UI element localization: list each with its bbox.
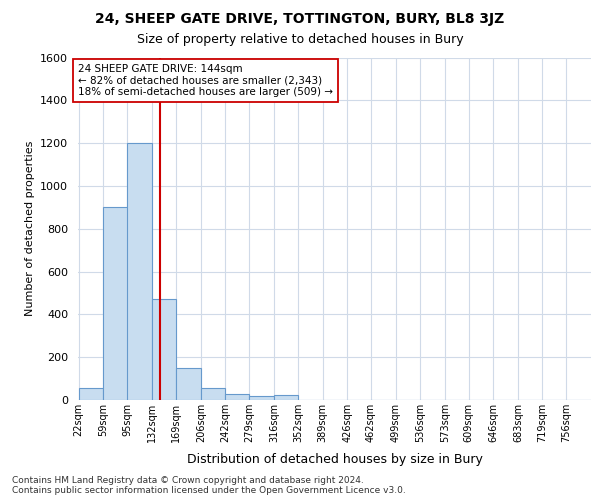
Bar <box>250 396 274 400</box>
Text: 24, SHEEP GATE DRIVE, TOTTINGTON, BURY, BL8 3JZ: 24, SHEEP GATE DRIVE, TOTTINGTON, BURY, … <box>95 12 505 26</box>
Bar <box>103 208 128 400</box>
Bar <box>152 300 176 400</box>
Text: Size of property relative to detached houses in Bury: Size of property relative to detached ho… <box>137 32 463 46</box>
X-axis label: Distribution of detached houses by size in Bury: Distribution of detached houses by size … <box>187 454 482 466</box>
Y-axis label: Number of detached properties: Number of detached properties <box>25 141 35 316</box>
Bar <box>274 394 298 400</box>
Text: 24 SHEEP GATE DRIVE: 144sqm
← 82% of detached houses are smaller (2,343)
18% of : 24 SHEEP GATE DRIVE: 144sqm ← 82% of det… <box>78 64 333 97</box>
Bar <box>225 394 249 400</box>
Text: Contains HM Land Registry data © Crown copyright and database right 2024.
Contai: Contains HM Land Registry data © Crown c… <box>12 476 406 495</box>
Bar <box>79 388 103 400</box>
Bar <box>127 143 152 400</box>
Bar <box>176 368 201 400</box>
Bar <box>201 388 226 400</box>
